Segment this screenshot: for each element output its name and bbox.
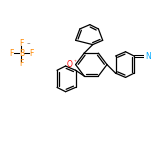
Text: F: F xyxy=(29,49,34,58)
Text: F: F xyxy=(9,49,14,58)
Text: F: F xyxy=(19,39,24,48)
Text: N: N xyxy=(145,52,151,60)
Text: F: F xyxy=(19,59,24,68)
Text: ⁺: ⁺ xyxy=(73,60,76,64)
Text: O: O xyxy=(66,60,72,69)
Text: B: B xyxy=(19,49,24,58)
Text: ⁻: ⁻ xyxy=(26,42,30,48)
